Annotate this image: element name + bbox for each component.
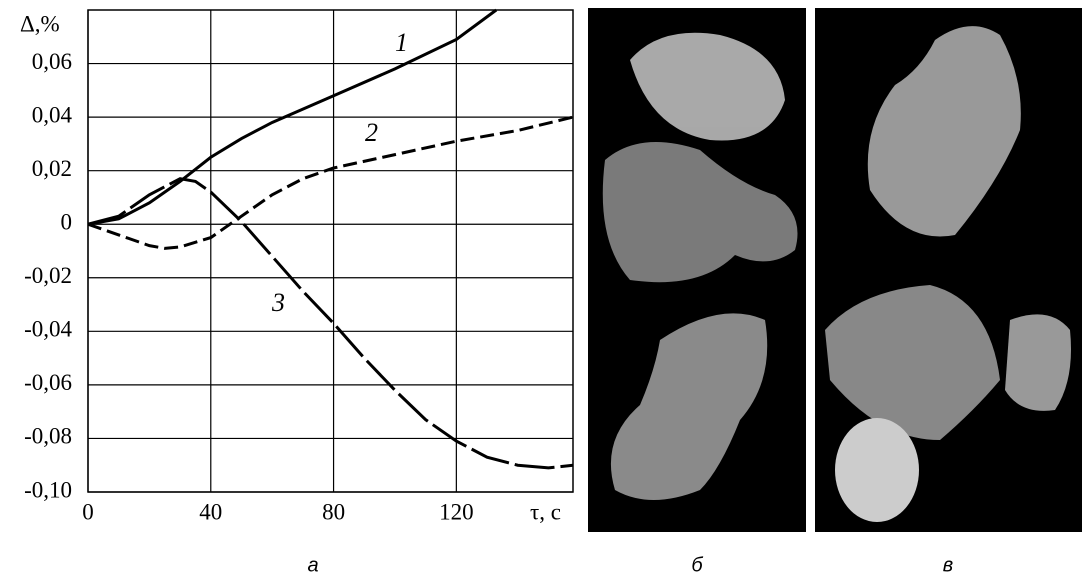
y-tick-label: -0,04: [24, 317, 72, 342]
y-tick-label: -0,06: [24, 370, 72, 395]
y-axis-label: Δ,%: [20, 11, 60, 36]
plot-frame: [87, 9, 574, 493]
x-tick-label: 0: [82, 499, 94, 524]
series-label: 1: [395, 28, 408, 57]
panel-label: а: [307, 554, 318, 576]
y-tick-label: -0,10: [24, 477, 72, 502]
line-series: [87, 8, 498, 226]
line-series: [87, 115, 574, 250]
y-tick-label: 0,06: [32, 49, 72, 74]
x-axis-label: τ, с: [530, 499, 561, 524]
x-tick-label: 80: [322, 499, 345, 524]
x-tick-label: 40: [199, 499, 222, 524]
panel-label: б: [691, 554, 703, 576]
x-tick-label: 120: [439, 499, 474, 524]
crystals-c: [825, 26, 1071, 522]
crystals-b: [602, 32, 798, 500]
y-tick-label: 0: [61, 210, 73, 235]
line-series: [87, 177, 574, 470]
y-tick-label: 0,04: [32, 102, 73, 127]
series-label: 3: [271, 288, 285, 317]
series-label: 2: [365, 118, 378, 147]
panel-label: в: [943, 554, 953, 576]
y-tick-label: -0,02: [24, 263, 72, 288]
y-tick-label: 0,02: [32, 156, 72, 181]
y-tick-label: -0,08: [24, 424, 72, 449]
